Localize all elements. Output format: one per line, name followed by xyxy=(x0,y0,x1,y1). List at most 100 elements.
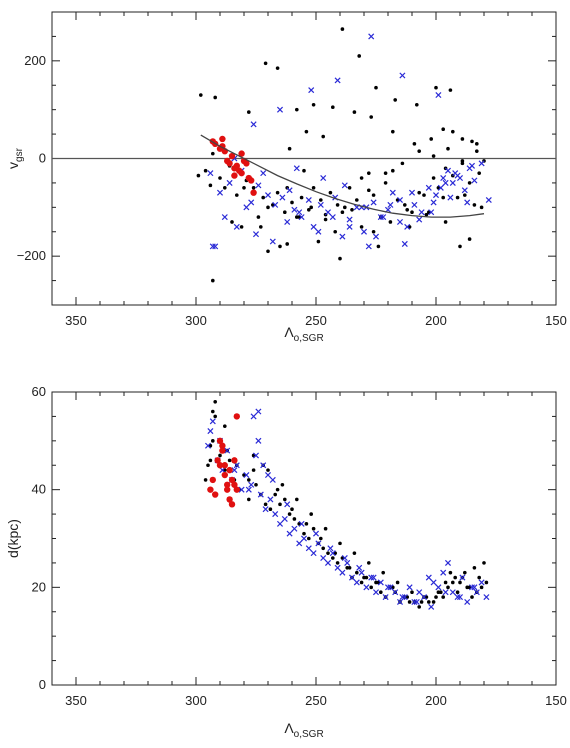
point-black xyxy=(268,507,273,512)
point-black xyxy=(347,566,352,570)
point-red xyxy=(248,177,255,184)
point-blue-cross xyxy=(437,184,444,191)
point-blue-cross xyxy=(377,579,384,586)
point-blue-cross xyxy=(291,525,298,532)
point-black xyxy=(391,129,395,134)
point-black xyxy=(275,66,280,70)
point-black xyxy=(417,149,422,153)
point-black xyxy=(321,134,326,139)
point-blue-cross xyxy=(300,535,308,542)
point-blue-cross xyxy=(382,594,389,601)
point-black xyxy=(467,181,472,185)
point-black xyxy=(451,580,455,585)
point-blue-cross xyxy=(245,486,252,493)
point-black xyxy=(230,220,234,224)
point-black xyxy=(446,585,450,590)
point-blue-cross xyxy=(399,72,406,79)
point-blue-cross xyxy=(444,559,452,566)
point-black xyxy=(427,600,431,604)
x-tick-label: 300 xyxy=(185,693,207,708)
point-blue-cross xyxy=(468,162,476,169)
point-black xyxy=(218,453,222,458)
point-blue-cross xyxy=(207,428,214,435)
point-black xyxy=(196,173,201,178)
point-blue-cross xyxy=(329,550,336,557)
point-blue-cross xyxy=(216,189,224,196)
point-blue-cross xyxy=(370,199,377,206)
point-black xyxy=(467,237,472,241)
point-black xyxy=(208,183,213,188)
point-black xyxy=(458,580,462,585)
point-black xyxy=(477,171,482,175)
point-blue-cross xyxy=(324,209,332,216)
point-black xyxy=(347,186,352,190)
point-black xyxy=(275,487,280,492)
point-black xyxy=(302,168,306,173)
point-black xyxy=(383,171,388,175)
point-blue-cross xyxy=(298,520,305,527)
point-black xyxy=(359,580,364,585)
point-blue-cross xyxy=(264,192,272,199)
point-black xyxy=(290,507,294,512)
point-blue-cross xyxy=(286,187,293,194)
plot-area xyxy=(203,399,490,610)
point-black xyxy=(475,142,479,146)
point-black xyxy=(388,220,393,224)
point-black xyxy=(323,526,328,531)
point-red xyxy=(233,486,240,493)
point-black xyxy=(355,198,359,202)
point-black xyxy=(340,210,345,215)
point-black xyxy=(338,256,342,261)
point-blue-cross xyxy=(464,199,471,206)
point-black xyxy=(319,198,323,202)
point-blue-cross xyxy=(260,170,267,177)
x-tick-label: 250 xyxy=(305,313,327,328)
point-black xyxy=(479,205,484,210)
point-blue-cross xyxy=(370,574,377,581)
point-black xyxy=(266,205,270,210)
point-black xyxy=(295,497,299,502)
point-black xyxy=(203,478,208,482)
point-black xyxy=(403,203,407,207)
point-black xyxy=(355,570,359,575)
point-black xyxy=(290,200,294,205)
x-tick-label: 350 xyxy=(65,313,87,328)
point-black xyxy=(410,590,414,595)
point-black xyxy=(443,220,448,224)
x-tick-label: 200 xyxy=(425,313,447,328)
point-black xyxy=(223,186,227,190)
point-black xyxy=(419,600,424,604)
point-black xyxy=(335,203,340,207)
point-black xyxy=(311,186,316,190)
point-black xyxy=(299,195,304,200)
point-blue-cross xyxy=(413,598,420,606)
x-tick-label: 300 xyxy=(185,313,207,328)
point-blue-cross xyxy=(430,579,437,586)
point-black xyxy=(441,195,446,200)
point-blue-cross xyxy=(471,177,478,184)
point-black xyxy=(475,149,479,153)
point-black xyxy=(302,531,306,536)
point-red xyxy=(214,457,221,464)
point-black xyxy=(362,575,366,580)
point-blue-cross xyxy=(284,218,291,226)
point-red xyxy=(233,413,240,420)
point-blue-cross xyxy=(348,574,356,581)
point-black xyxy=(247,110,251,114)
point-blue-cross xyxy=(471,584,478,591)
point-blue-cross xyxy=(320,555,327,562)
point-black xyxy=(429,137,434,141)
x-tick-label: 350 xyxy=(65,693,87,708)
point-black xyxy=(484,580,489,585)
point-blue-cross xyxy=(286,530,293,537)
point-blue-cross xyxy=(425,184,432,191)
point-black xyxy=(431,154,436,158)
point-blue-cross xyxy=(389,189,396,196)
point-black xyxy=(400,161,405,166)
point-blue-cross xyxy=(296,540,303,547)
point-blue-cross xyxy=(341,182,348,189)
point-blue-cross xyxy=(312,530,320,537)
point-blue-cross xyxy=(262,506,269,513)
point-red xyxy=(207,486,214,493)
